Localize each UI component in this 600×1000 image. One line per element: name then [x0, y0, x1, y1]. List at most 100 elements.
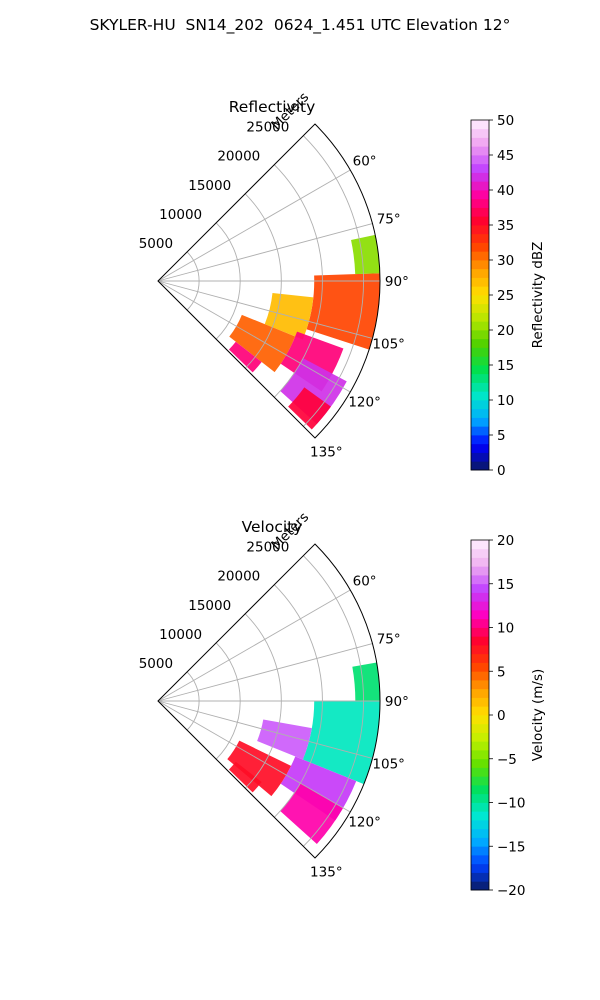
- colorbar-tick-label: 5: [497, 428, 506, 444]
- angular-gridline: [157, 280, 351, 393]
- colorbar-segment: [471, 776, 489, 786]
- colorbar-segment: [471, 548, 489, 558]
- panel-title: Velocity: [242, 518, 303, 536]
- colorbar-segment: [471, 338, 489, 348]
- colorbar-segment: [471, 627, 489, 637]
- echo-region-0: [302, 701, 380, 785]
- colorbar-segment: [471, 435, 489, 445]
- sector-frame: [157, 543, 381, 859]
- colorbar-segment: [471, 146, 489, 156]
- colorbar-tick-label: 20: [497, 323, 514, 339]
- colorbar-segment: [471, 365, 489, 375]
- echo-region-4: [229, 314, 296, 373]
- colorbar-segment: [471, 426, 489, 436]
- colorbar-segment: [471, 120, 489, 130]
- angular-gridline: [157, 169, 351, 282]
- colorbar-tick-label: 35: [497, 218, 514, 234]
- angular-gridline: [157, 700, 373, 759]
- colorbar-label: Velocity (m/s): [530, 669, 546, 762]
- colorbar-segment: [471, 295, 489, 305]
- colorbar-segment: [471, 163, 489, 173]
- colorbar-segment: [471, 557, 489, 567]
- colorbar-segment: [471, 225, 489, 235]
- colorbar: −20 −15 −10 −5 0 5 10 15 20 Velocity (m/s): [470, 533, 546, 899]
- echo-region-4: [227, 740, 292, 797]
- colorbar-tick-label: 10: [497, 393, 514, 409]
- radial-tick-label: 10000: [159, 207, 202, 223]
- colorbar-segment: [471, 715, 489, 725]
- colorbar-tick-label: 20: [497, 533, 514, 549]
- echo-region-5: [352, 662, 380, 701]
- echo-region-3: [280, 783, 344, 845]
- echo-region-7: [228, 341, 262, 373]
- colorbar: 0 5 10 15 20 25 30 35 40 45 50 Reflectivity dBZ: [470, 113, 546, 479]
- polar-grid: [157, 555, 380, 859]
- angular-gridline: [157, 700, 351, 813]
- colorbar-segment: [471, 242, 489, 252]
- colorbar-segment: [471, 610, 489, 620]
- colorbar-segment: [471, 408, 489, 418]
- colorbar-segment: [471, 688, 489, 698]
- colorbar-segment: [471, 190, 489, 200]
- colorbar-segment: [471, 137, 489, 147]
- colorbar-segment: [471, 828, 489, 838]
- colorbar-segment: [471, 321, 489, 331]
- colorbar-segment: [471, 356, 489, 366]
- colorbar-segment: [471, 653, 489, 663]
- colorbar-segment: [471, 732, 489, 742]
- colorbar-segment: [471, 452, 489, 462]
- angle-tick-label: 120°: [348, 394, 381, 410]
- colorbar-segment: [471, 347, 489, 357]
- panel-title: Reflectivity: [229, 98, 316, 116]
- colorbar-segment: [471, 785, 489, 795]
- colorbar-segment: [471, 198, 489, 208]
- radial-tick-label: 15000: [188, 598, 231, 614]
- colorbar-segment: [471, 181, 489, 191]
- colorbar-segment: [471, 680, 489, 690]
- colorbar-segment: [471, 216, 489, 226]
- radial-tick-label: 15000: [188, 178, 231, 194]
- angular-gridline: [157, 589, 351, 702]
- colorbar-tick-label: −15: [497, 839, 526, 855]
- echo-region-6: [228, 761, 262, 793]
- colorbar-segment: [471, 417, 489, 427]
- colorbar-segment: [471, 400, 489, 410]
- colorbar-segment: [471, 382, 489, 392]
- colorbar-segment: [471, 286, 489, 296]
- colorbar-segment: [471, 881, 489, 891]
- colorbar-segment: [471, 566, 489, 576]
- colorbar-segment: [471, 251, 489, 261]
- colorbar-tick-label: 40: [497, 183, 514, 199]
- radial-tick-label: 25000: [246, 120, 289, 136]
- angle-tick-label: 120°: [348, 814, 381, 830]
- colorbar-segment: [471, 330, 489, 340]
- velocity-panel: 5000 10000 15000 20000 25000 60° 75° 90° 105° 120…: [139, 509, 546, 899]
- colorbar-segment: [471, 820, 489, 830]
- colorbar-segment: [471, 128, 489, 138]
- colorbar-segment: [471, 872, 489, 882]
- colorbar-segment: [471, 575, 489, 585]
- colorbar-segment: [471, 443, 489, 453]
- colorbar-segment: [471, 268, 489, 278]
- colorbar-segment: [471, 636, 489, 646]
- colorbar-tick-label: 50: [497, 113, 514, 129]
- colorbar-segment: [471, 723, 489, 733]
- colorbar-segment: [471, 583, 489, 593]
- angle-tick-label: 90°: [385, 694, 409, 710]
- colorbar-segment: [471, 155, 489, 165]
- colorbar-tick-label: −5: [497, 752, 517, 768]
- colorbar-tick-label: −10: [497, 796, 526, 812]
- colorbar-segment: [471, 645, 489, 655]
- echo-region-6: [288, 387, 331, 430]
- colorbar-segment: [471, 750, 489, 760]
- colorbar-tick-label: 0: [497, 463, 506, 479]
- angle-tick-label: 75°: [377, 632, 401, 648]
- colorbar-tick-label: −20: [497, 883, 526, 899]
- colorbar-tick-label: 10: [497, 621, 514, 637]
- radial-tick-label: 25000: [246, 540, 289, 556]
- radial-tick-label: 10000: [159, 627, 202, 643]
- angular-gridline: [157, 643, 373, 702]
- colorbar-tick-label: 15: [497, 577, 514, 593]
- colorbar-segment: [471, 312, 489, 322]
- angular-gridline: [157, 223, 373, 282]
